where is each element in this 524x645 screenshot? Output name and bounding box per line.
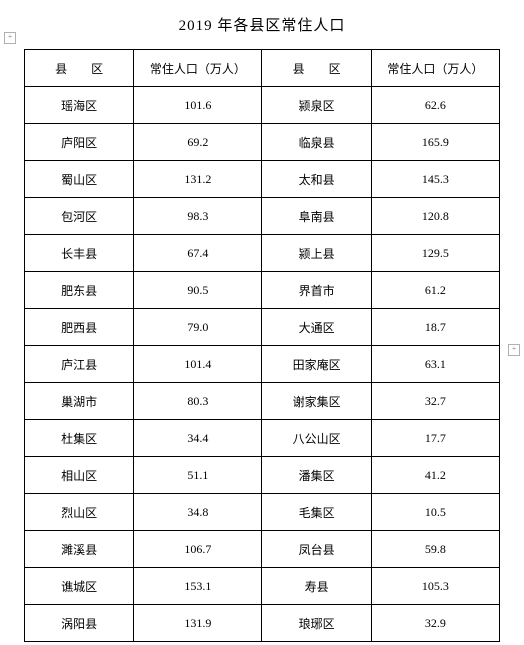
- cell-county-b: 田家庵区: [262, 346, 371, 383]
- cell-county-b: 寿县: [262, 568, 371, 605]
- cell-county-a: 杜集区: [25, 420, 134, 457]
- cell-pop-b: 41.2: [371, 457, 499, 494]
- cell-pop-b: 17.7: [371, 420, 499, 457]
- cell-county-a: 肥西县: [25, 309, 134, 346]
- cell-county-b: 八公山区: [262, 420, 371, 457]
- cell-pop-a: 98.3: [134, 198, 262, 235]
- expand-handle-left-icon[interactable]: [4, 32, 16, 44]
- header-county-b: 县 区: [262, 50, 371, 87]
- cell-pop-a: 80.3: [134, 383, 262, 420]
- cell-pop-a: 106.7: [134, 531, 262, 568]
- table-row: 相山区51.1潘集区41.2: [25, 457, 500, 494]
- table-row: 包河区98.3阜南县120.8: [25, 198, 500, 235]
- cell-county-a: 谯城区: [25, 568, 134, 605]
- cell-pop-a: 79.0: [134, 309, 262, 346]
- cell-pop-b: 32.7: [371, 383, 499, 420]
- cell-pop-a: 51.1: [134, 457, 262, 494]
- table-row: 庐江县101.4田家庵区63.1: [25, 346, 500, 383]
- cell-pop-a: 101.6: [134, 87, 262, 124]
- cell-pop-a: 69.2: [134, 124, 262, 161]
- cell-pop-b: 129.5: [371, 235, 499, 272]
- cell-county-a: 涡阳县: [25, 605, 134, 642]
- table-body: 瑶海区101.6颍泉区62.6庐阳区69.2临泉县165.9蜀山区131.2太和…: [25, 87, 500, 642]
- cell-county-a: 包河区: [25, 198, 134, 235]
- document-page: 2019 年各县区常住人口 县 区 常住人口（万人） 县 区 常住人口（万人） …: [0, 0, 524, 642]
- cell-county-a: 蜀山区: [25, 161, 134, 198]
- table-row: 谯城区153.1寿县105.3: [25, 568, 500, 605]
- table-row: 濉溪县106.7凤台县59.8: [25, 531, 500, 568]
- table-row: 肥西县79.0大通区18.7: [25, 309, 500, 346]
- cell-pop-a: 131.2: [134, 161, 262, 198]
- table-row: 杜集区34.4八公山区17.7: [25, 420, 500, 457]
- cell-pop-b: 32.9: [371, 605, 499, 642]
- cell-pop-a: 34.8: [134, 494, 262, 531]
- cell-pop-b: 63.1: [371, 346, 499, 383]
- cell-pop-b: 105.3: [371, 568, 499, 605]
- page-title: 2019 年各县区常住人口: [24, 14, 500, 35]
- expand-handle-right-icon[interactable]: [508, 344, 520, 356]
- cell-pop-a: 131.9: [134, 605, 262, 642]
- cell-pop-a: 67.4: [134, 235, 262, 272]
- table-header-row: 县 区 常住人口（万人） 县 区 常住人口（万人）: [25, 50, 500, 87]
- cell-county-b: 颍上县: [262, 235, 371, 272]
- table-row: 肥东县90.5界首市61.2: [25, 272, 500, 309]
- cell-county-a: 庐江县: [25, 346, 134, 383]
- table-row: 涡阳县131.9琅琊区32.9: [25, 605, 500, 642]
- header-pop-b: 常住人口（万人）: [371, 50, 499, 87]
- table-row: 烈山区34.8毛集区10.5: [25, 494, 500, 531]
- cell-county-a: 长丰县: [25, 235, 134, 272]
- table-row: 长丰县67.4颍上县129.5: [25, 235, 500, 272]
- cell-county-b: 琅琊区: [262, 605, 371, 642]
- cell-pop-b: 145.3: [371, 161, 499, 198]
- cell-county-a: 肥东县: [25, 272, 134, 309]
- cell-county-a: 相山区: [25, 457, 134, 494]
- cell-county-a: 濉溪县: [25, 531, 134, 568]
- cell-pop-a: 34.4: [134, 420, 262, 457]
- cell-county-b: 太和县: [262, 161, 371, 198]
- cell-county-b: 凤台县: [262, 531, 371, 568]
- header-pop-a: 常住人口（万人）: [134, 50, 262, 87]
- cell-pop-a: 101.4: [134, 346, 262, 383]
- table-row: 庐阳区69.2临泉县165.9: [25, 124, 500, 161]
- cell-pop-b: 10.5: [371, 494, 499, 531]
- cell-county-b: 阜南县: [262, 198, 371, 235]
- population-table: 县 区 常住人口（万人） 县 区 常住人口（万人） 瑶海区101.6颍泉区62.…: [24, 49, 500, 642]
- cell-county-b: 临泉县: [262, 124, 371, 161]
- cell-county-b: 潘集区: [262, 457, 371, 494]
- cell-county-b: 颍泉区: [262, 87, 371, 124]
- cell-pop-b: 61.2: [371, 272, 499, 309]
- cell-county-b: 大通区: [262, 309, 371, 346]
- cell-pop-b: 165.9: [371, 124, 499, 161]
- cell-county-b: 界首市: [262, 272, 371, 309]
- cell-pop-a: 90.5: [134, 272, 262, 309]
- cell-pop-a: 153.1: [134, 568, 262, 605]
- cell-county-a: 巢湖市: [25, 383, 134, 420]
- header-county-a: 县 区: [25, 50, 134, 87]
- table-row: 瑶海区101.6颍泉区62.6: [25, 87, 500, 124]
- cell-county-b: 毛集区: [262, 494, 371, 531]
- cell-pop-b: 120.8: [371, 198, 499, 235]
- cell-county-a: 庐阳区: [25, 124, 134, 161]
- cell-pop-b: 18.7: [371, 309, 499, 346]
- cell-county-a: 瑶海区: [25, 87, 134, 124]
- cell-pop-b: 59.8: [371, 531, 499, 568]
- table-row: 蜀山区131.2太和县145.3: [25, 161, 500, 198]
- cell-pop-b: 62.6: [371, 87, 499, 124]
- cell-county-b: 谢家集区: [262, 383, 371, 420]
- table-row: 巢湖市80.3谢家集区32.7: [25, 383, 500, 420]
- cell-county-a: 烈山区: [25, 494, 134, 531]
